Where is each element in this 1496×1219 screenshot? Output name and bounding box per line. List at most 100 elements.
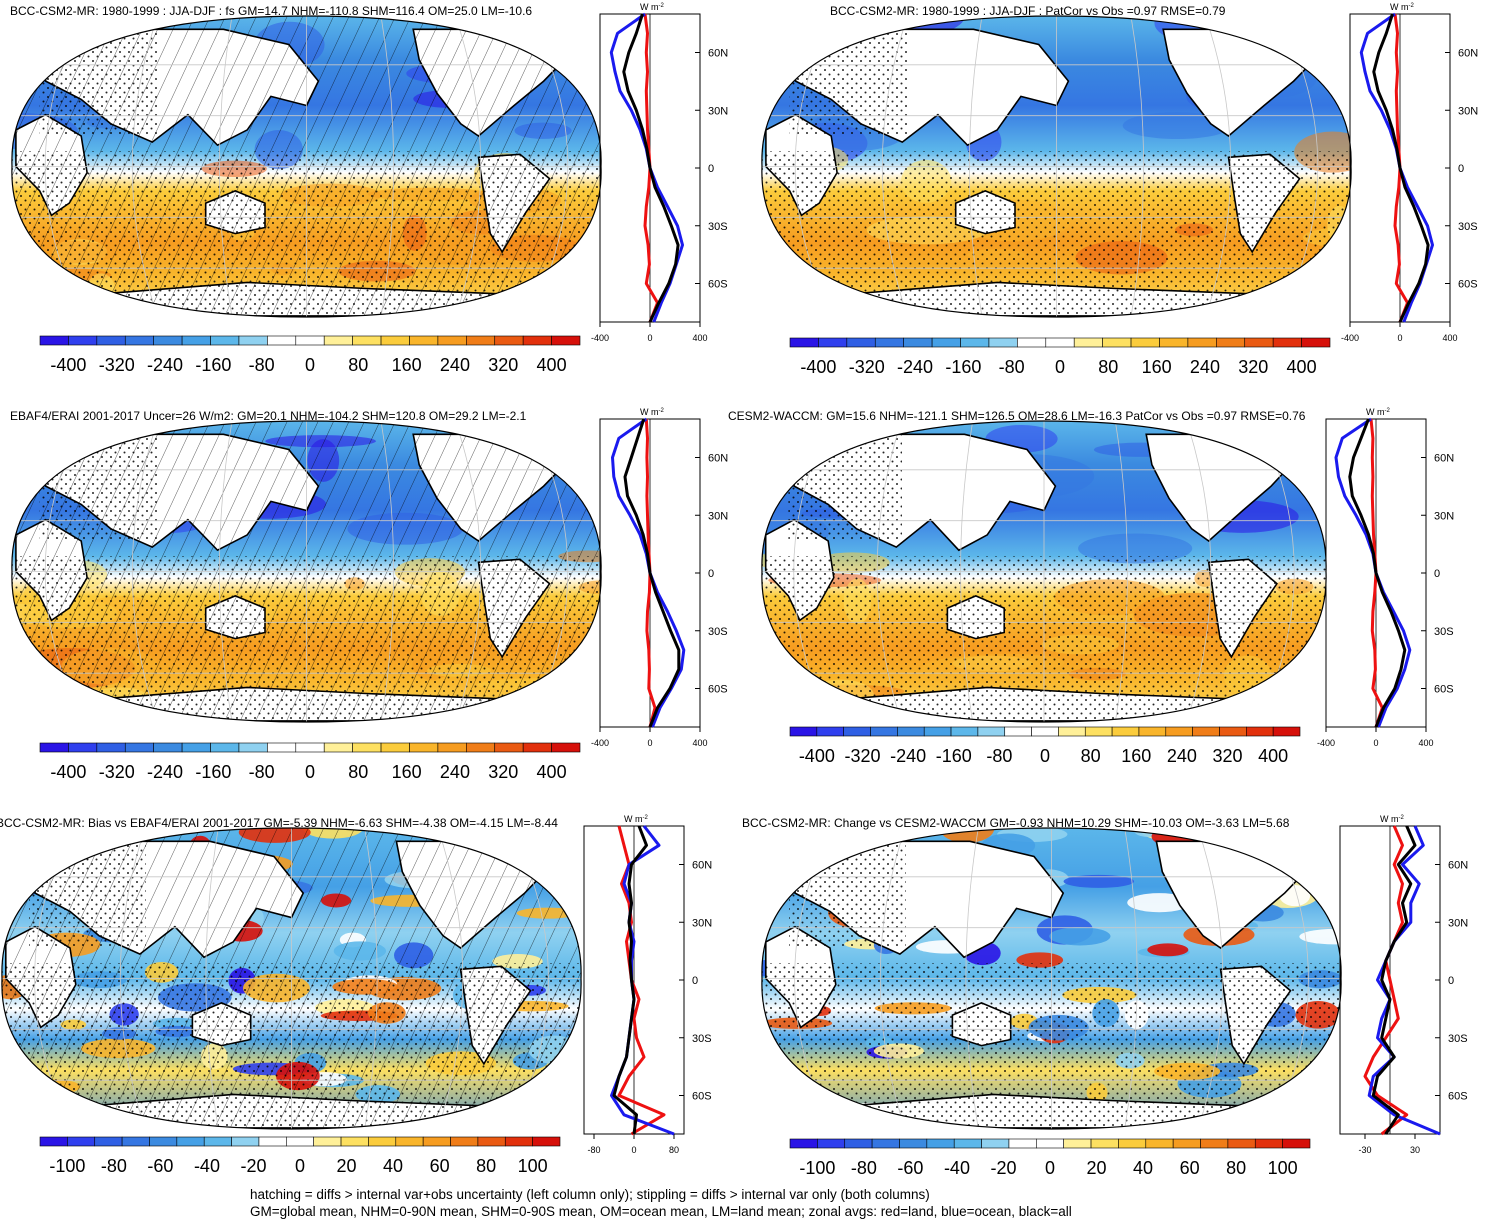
map-plot <box>11 15 602 318</box>
colorbar-swatch <box>286 1136 314 1147</box>
x-tick-label: 0 <box>647 333 652 343</box>
colorbar-swatch <box>94 1136 123 1147</box>
colorbar-swatch <box>789 726 818 737</box>
colorbar-swatch <box>988 337 1018 348</box>
x-tick-label: 400 <box>692 333 707 343</box>
colorbar: -100 -80 -60 -40 -20 0 20 40 60 80 100 <box>789 1138 1311 1178</box>
colorbar-swatch <box>897 726 925 737</box>
colorbar-tick-label: -80 <box>999 357 1025 377</box>
colorbar-swatch <box>816 726 844 737</box>
colorbar-swatch <box>953 1138 982 1149</box>
colorbar-swatch <box>1192 726 1220 737</box>
colorbar-tick-label: -320 <box>844 746 880 766</box>
footer-note-abbreviations: GM=global mean, NHM=0-90N mean, SHM=0-90… <box>250 1204 1072 1219</box>
colorbar-tick-label: -80 <box>249 762 275 782</box>
panel-title: BCC-CSM2-MR: Bias vs EBAF4/ERAI 2001-201… <box>0 816 558 830</box>
colorbar-tick-label: 0 <box>305 355 315 375</box>
colorbar-tick-label: 80 <box>1081 746 1101 766</box>
longitude-gridline <box>380 16 394 317</box>
colorbar-swatch <box>870 726 898 737</box>
longitude-gridline <box>363 828 378 1129</box>
map-plot <box>761 15 1352 318</box>
colorbar-tick-label: -20 <box>240 1156 266 1176</box>
panel-title: EBAF4/ERAI 2001-2017 Uncer=26 W/m2: GM=2… <box>10 409 527 423</box>
lat-tick-label: 30N <box>1458 105 1478 117</box>
lat-tick-label: 60N <box>692 860 712 872</box>
units-label: W m-2 <box>1366 407 1390 417</box>
colorbar-swatch <box>96 335 126 346</box>
lat-tick-label: 30S <box>708 221 728 233</box>
field-anomaly <box>1164 1119 1219 1129</box>
lat-tick-label: 60N <box>708 453 728 465</box>
colorbar-swatch <box>1165 726 1193 737</box>
field-anomaly <box>1209 836 1279 847</box>
longitude-gridline <box>879 828 907 1129</box>
colorbar-tick-label: -320 <box>99 355 135 375</box>
longitude-gridline <box>436 828 464 1129</box>
lat-tick-label: 30S <box>1448 1033 1468 1045</box>
map-plot <box>11 420 602 723</box>
colorbar-swatch <box>522 742 552 753</box>
lat-tick-label: 60S <box>1434 684 1454 696</box>
colorbar-swatch <box>789 1138 818 1149</box>
longitude-gridline <box>205 828 220 1129</box>
field-anomaly <box>564 427 595 458</box>
colorbar-swatch <box>409 335 439 346</box>
longitude-gridline <box>1114 421 1128 722</box>
x-tick-label: -400 <box>1317 738 1335 748</box>
colorbar-swatch <box>1254 1138 1283 1149</box>
panel-title: BCC-CSM2-MR: 1980-1999 : JJA-DJF : fs GM… <box>10 4 533 18</box>
field-anomaly <box>1299 928 1342 945</box>
colorbar-tick-label: -80 <box>986 746 1012 766</box>
colorbar-tick-label: -160 <box>195 355 231 375</box>
colorbar-tick-label: -320 <box>849 357 885 377</box>
field-anomaly <box>774 838 795 850</box>
x-tick-label: 0 <box>647 738 652 748</box>
colorbar-swatch <box>238 742 268 753</box>
map-plot <box>761 420 1327 723</box>
colorbar-swatch <box>203 1136 232 1147</box>
colorbar-tick-label: -40 <box>194 1156 220 1176</box>
colorbar-tick-label: 40 <box>383 1156 403 1176</box>
colorbar-swatch <box>1111 726 1140 737</box>
map-plot <box>761 827 1342 1130</box>
map-frame <box>11 420 602 723</box>
colorbar-swatch <box>551 335 581 346</box>
colorbar-swatch <box>267 335 297 346</box>
longitude-gridline <box>380 421 394 722</box>
zonal-mean-plot: W m-2 60N 30N 0 30S 60S -400 0 400 <box>1341 2 1478 343</box>
colorbar-tick-label: 160 <box>392 355 422 375</box>
colorbar-tick-label: 80 <box>1098 357 1118 377</box>
colorbar-swatch <box>124 742 154 753</box>
colorbar-swatch <box>846 337 876 348</box>
colorbar-tick-label: 240 <box>440 762 470 782</box>
colorbar-tick-label: 60 <box>1180 1158 1200 1178</box>
longitude-gridline <box>1123 828 1138 1129</box>
footer-note-hatching: hatching = diffs > internal var+obs unce… <box>250 1187 930 1202</box>
map-frame <box>761 15 1352 318</box>
colorbar-tick-label: -400 <box>50 355 86 375</box>
colorbar-tick-label: -100 <box>799 1158 835 1178</box>
colorbar-tick-label: -400 <box>50 762 86 782</box>
colorbar-swatch <box>295 335 325 346</box>
panel-bias: BCC-CSM2-MR: Bias vs EBAF4/ERAI 2001-201… <box>0 812 740 1192</box>
lat-tick-label: 60N <box>1448 860 1468 872</box>
colorbar-tick-label: 320 <box>488 762 518 782</box>
colorbar-swatch <box>258 1136 287 1147</box>
colorbar-tick-label: 80 <box>1226 1158 1246 1178</box>
colorbar-swatch <box>295 742 325 753</box>
colorbar-tick-label: -40 <box>944 1158 970 1178</box>
lat-tick-label: 0 <box>1434 568 1440 580</box>
colorbar-tick-label: 160 <box>1142 357 1172 377</box>
colorbar-swatch <box>871 1138 900 1149</box>
colorbar-swatch <box>313 1136 342 1147</box>
zonal-mean-plot: W m-2 60N 30N 0 30S 60S -30 30 <box>1339 814 1468 1155</box>
field-anomaly <box>1049 927 1111 946</box>
colorbar-tick-label: 240 <box>1167 746 1197 766</box>
colorbar-swatch <box>121 1136 150 1147</box>
lat-tick-label: 60N <box>1458 48 1478 60</box>
colorbar-swatch <box>1145 1138 1174 1149</box>
colorbar-tick-label: -400 <box>799 746 835 766</box>
field-anomaly <box>1063 874 1135 888</box>
field-anomaly <box>44 828 80 845</box>
